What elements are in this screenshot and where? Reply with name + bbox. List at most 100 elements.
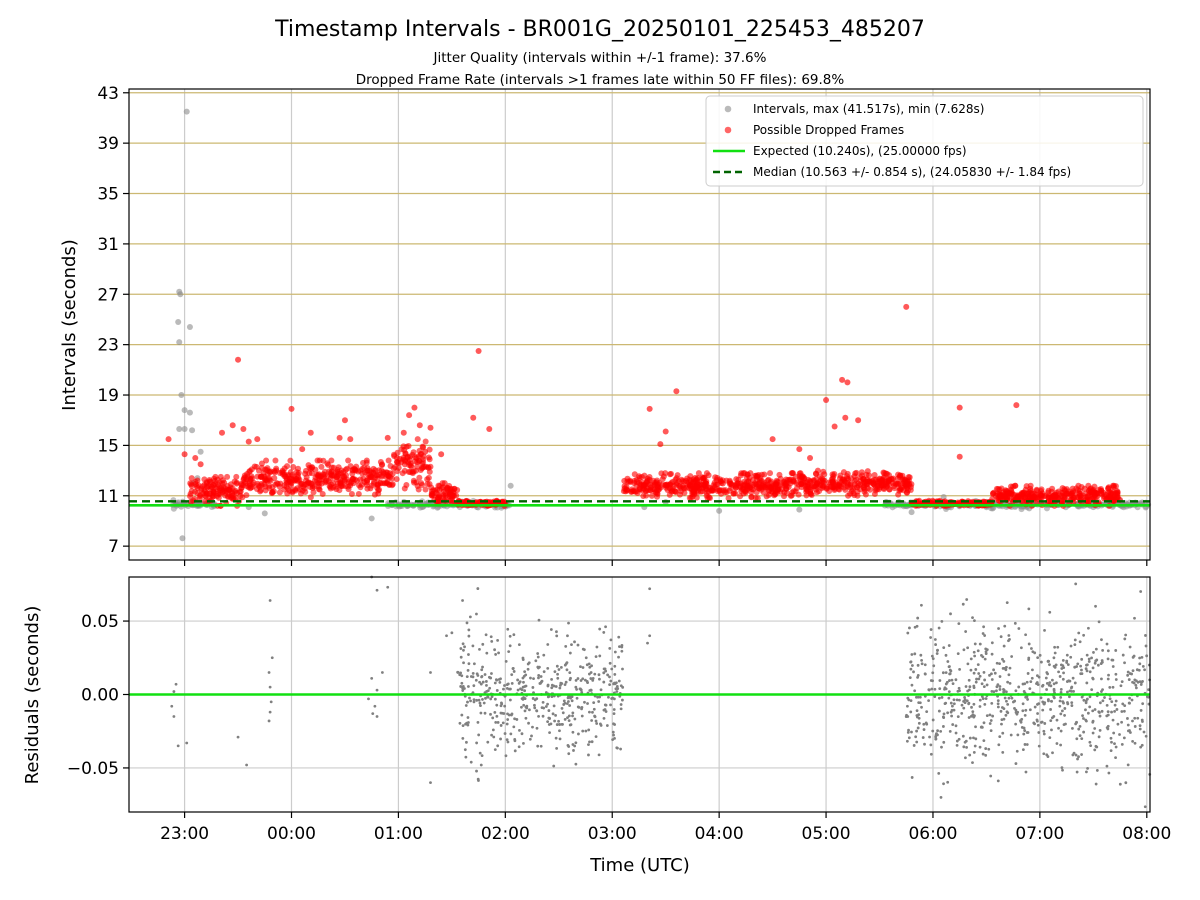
residual-point [998,662,1001,666]
residual-point [1084,667,1088,671]
dropped-frame-point [347,436,354,443]
residual-point [1124,781,1128,785]
residual-point [972,650,976,654]
residual-point [978,705,982,708]
residual-point [910,776,914,779]
dropped-frame-point [1090,494,1097,501]
residual-point [1037,675,1041,679]
dropped-frame-point [348,490,355,497]
residual-point [527,721,530,725]
residual-point [981,655,985,659]
residual-point [617,635,621,639]
residual-point [546,683,550,687]
residual-point [944,671,948,675]
residual-point [466,700,469,704]
residual-point [515,718,519,721]
residual-point [973,619,976,623]
residual-point [509,732,513,736]
dropped-frame-point [781,493,788,500]
residual-point [516,688,520,692]
residual-point [1114,745,1118,749]
residual-point [941,671,945,675]
residual-point [906,631,910,635]
interval-point [176,426,183,433]
residual-point [1066,663,1070,667]
dropped-frame-point [744,482,751,489]
dropped-frame-point [638,473,645,480]
residual-point [471,644,475,648]
dropped-frame-point [192,454,199,461]
residual-point [1138,727,1142,731]
residual-point [937,626,941,630]
residual-point [1022,732,1026,736]
residual-point [989,719,993,722]
dropped-frame-point [830,473,837,480]
residual-point [552,704,556,708]
residual-point [505,738,509,742]
residual-point [602,717,606,720]
residual-point [619,747,622,751]
residual-point [524,673,528,677]
residual-point [562,699,566,703]
residual-point [573,717,577,721]
interval-point [176,339,183,346]
residual-point [620,643,624,647]
residual-point [1058,704,1062,708]
residual-point [1080,695,1084,699]
residual-point [1046,698,1050,701]
residual-point [937,696,941,700]
residual-point [1082,730,1086,734]
dropped-frame-point [240,426,247,433]
residual-point [598,677,601,681]
dropped-frame-point [844,483,851,490]
x-tick-label: 03:00 [588,824,637,844]
residual-point [945,680,949,684]
residual-point [609,703,612,707]
dropped-frame-point [353,477,360,484]
dropped-frame-point [411,404,418,411]
dropped-frame-point [721,489,728,496]
interval-point [368,515,375,522]
dropped-frame-point [621,477,628,484]
residual-point [967,678,971,682]
dropped-frame-point [895,491,902,498]
dropped-frame-point [371,478,378,485]
dropped-frame-point [298,480,305,487]
residual-point [546,667,550,670]
residual-point [965,745,968,749]
dropped-frame-point [258,473,265,480]
residual-point [598,695,602,699]
dropped-frame-point [315,479,322,486]
dropped-frame-point [760,489,767,496]
residual-point [1058,699,1062,703]
residual-point [500,701,503,705]
dropped-frame-point [1023,490,1030,497]
residual-point [1076,662,1080,666]
residual-point [1053,651,1057,655]
residual-point [1091,709,1095,713]
residual-point [608,661,612,665]
residual-point [475,769,478,773]
dropped-frame-point [385,457,392,464]
residual-point [503,732,507,735]
residual-point [981,752,985,756]
residual-point [1080,657,1084,661]
residual-point [1024,695,1028,699]
residual-point [972,750,976,754]
dropped-frame-point [231,478,238,485]
residual-point [1144,734,1148,738]
residual-point [1002,660,1006,663]
residual-point [1025,680,1029,684]
residual-point [984,697,988,700]
residual-point [552,764,556,768]
residual-point [1141,664,1145,668]
residual-point [971,761,974,765]
residual-point [1077,755,1080,759]
dropped-frame-point [631,471,638,478]
residual-point [480,674,484,678]
residual-point [270,656,274,660]
residual-point [555,664,559,668]
dropped-frame-point [345,486,352,493]
residual-point [563,683,567,687]
interval-point [261,510,268,517]
